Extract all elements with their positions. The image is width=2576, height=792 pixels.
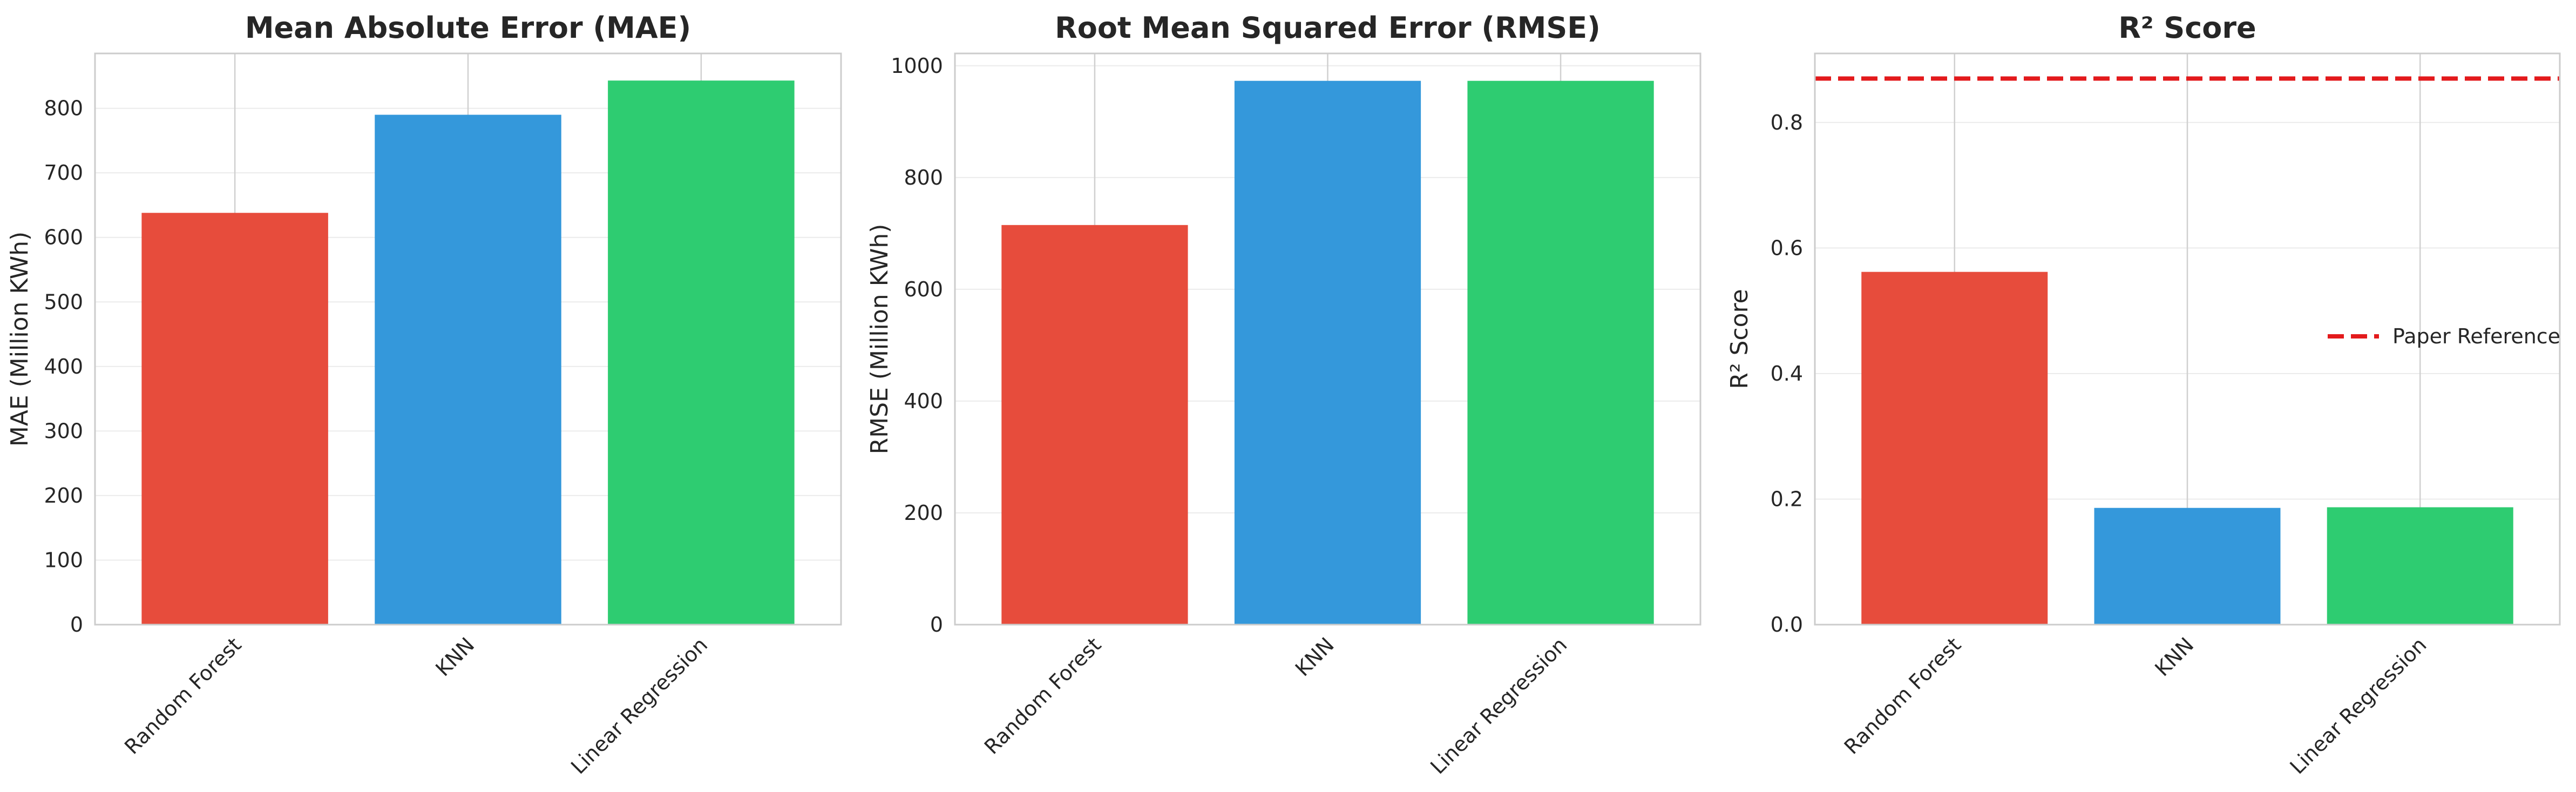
y-tick-label: 800 [904,166,943,189]
y-axis-label: RMSE (Million KWh) [866,224,893,455]
bar-random-forest [1001,225,1188,625]
y-tick-label: 0.2 [1771,487,1803,511]
y-tick-label: 1000 [891,54,943,78]
y-tick-label: 0.6 [1771,236,1803,260]
plot-frame [94,52,842,626]
x-tick-label-linear-regression: Linear Regression [2285,633,2431,779]
y-tick-label: 600 [904,277,943,301]
y-tick-label: 0.8 [1771,111,1803,134]
legend: Paper Reference [2328,324,2560,348]
x-tick-label-linear-regression: Linear Regression [1426,633,1571,779]
chart-title: R² Score [2118,11,2256,45]
x-tick-label-knn: KNN [431,633,479,681]
x-tick-label-knn: KNN [1291,633,1339,681]
x-tick-label-random-forest: Random Forest [980,633,1106,759]
y-tick-label: 400 [904,389,943,413]
chart-title: Root Mean Squared Error (RMSE) [1055,11,1601,45]
y-tick-label: 400 [44,355,83,378]
bar-knn [2094,507,2281,625]
bar-linear-regression [608,80,795,625]
x-tick-label-random-forest: Random Forest [1840,633,1965,759]
y-tick-label: 300 [44,419,83,443]
y-axis-label: R² Score [1726,289,1753,389]
y-axis-label: MAE (Million KWh) [6,232,33,447]
y-tick-label: 0.0 [1771,613,1803,637]
bar-linear-regression [1467,80,1654,625]
y-tick-label: 200 [904,501,943,525]
bar-knn [1234,80,1421,625]
y-tick-label: 0.4 [1771,362,1803,385]
y-tick-label: 100 [44,548,83,572]
bar-knn [375,114,561,625]
y-tick-label: 700 [44,161,83,185]
legend-label: Paper Reference [2392,324,2560,348]
chart-panel-2: 0 200 400 600 800 1000 Random Forest KNN Linear … [866,11,1701,779]
bar-linear-regression [2327,507,2513,625]
chart-panel-3: 0.0 0.2 0.4 0.6 0.8 Random Forest KNN Linear Re… [1726,11,2561,779]
y-tick-label: 800 [44,97,83,120]
y-tick-label: 500 [44,290,83,314]
x-tick-label-linear-regression: Linear Regression [566,633,712,779]
y-tick-label: 0 [930,613,943,637]
chart-title: Mean Absolute Error (MAE) [245,11,691,45]
bar-random-forest [141,213,328,625]
plot-frame [954,52,1701,626]
plot-frame [1814,52,2561,626]
x-tick-label-random-forest: Random Forest [120,633,246,759]
y-tick-label: 200 [44,484,83,507]
y-tick-label: 600 [44,226,83,249]
chart-panel-1: 0 100 200 300 400 500 600 700 800 Random Forest KN… [6,11,842,779]
x-tick-label-knn: KNN [2150,633,2198,681]
y-tick-label: 0 [70,613,83,637]
bar-random-forest [1861,272,2048,625]
